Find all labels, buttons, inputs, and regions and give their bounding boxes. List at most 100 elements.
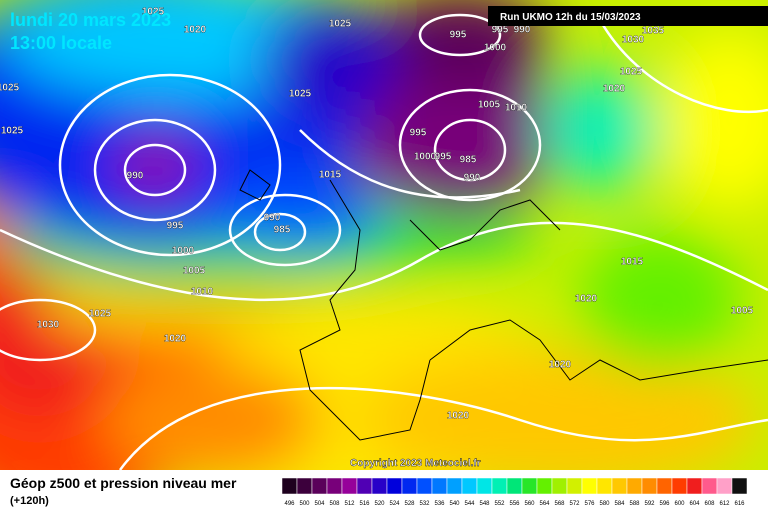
scale-label: 496 [284, 501, 295, 507]
isobar-label: 1030 [37, 320, 60, 331]
scale-label: 540 [449, 501, 460, 507]
forecast-time: 13:00 locale [10, 33, 112, 53]
isobar-label: 1015 [319, 170, 342, 181]
scale-swatch [431, 477, 448, 495]
scale-label: 520 [374, 501, 385, 507]
isobar-label: 1030 [622, 35, 645, 46]
scale-swatch [656, 477, 673, 495]
scale-label: 500 [299, 501, 310, 507]
isobar-label: 1020 [164, 334, 187, 345]
scale-swatch [371, 477, 388, 495]
scale-swatch [491, 477, 508, 495]
scale-swatch [581, 477, 598, 495]
isobar-label: 990 [127, 171, 144, 182]
isobar-label: 1025 [1, 126, 24, 137]
scale-swatch [596, 477, 613, 495]
isobar-label: 995 [435, 152, 452, 163]
scale-label: 528 [404, 501, 415, 507]
scale-swatch [551, 477, 568, 495]
scale-swatch [476, 477, 493, 495]
isobar-label: 1025 [89, 309, 112, 320]
isobar-label: 1015 [621, 257, 644, 268]
isobar-label: 1025 [289, 89, 312, 100]
scale-swatch [326, 477, 343, 495]
scale-label: 580 [599, 501, 610, 507]
scale-label: 588 [629, 501, 640, 507]
scale-label: 560 [524, 501, 535, 507]
scale-label: 512 [344, 501, 355, 507]
isobar-label: 1025 [620, 67, 643, 78]
scale-swatch [641, 477, 658, 495]
scale-swatch [611, 477, 628, 495]
scale-label: 536 [434, 501, 445, 507]
isobar-label: 1000 [172, 246, 195, 257]
scale-label: 504 [314, 501, 325, 507]
footer-title: Géop z500 et pression niveau mer [10, 475, 237, 491]
scale-swatch [401, 477, 418, 495]
footer-lead: (+120h) [10, 495, 49, 507]
isobar-label: 1025 [142, 7, 165, 18]
isobar-label: 1020 [575, 294, 598, 305]
scale-swatch [626, 477, 643, 495]
isobar-label: 1020 [447, 411, 470, 422]
scale-swatch [536, 477, 553, 495]
scale-swatch [386, 477, 403, 495]
scale-swatch [281, 477, 298, 495]
scale-swatch [296, 477, 313, 495]
isobar-label: 1020 [603, 84, 626, 95]
scale-swatch [416, 477, 433, 495]
isobar-label: 1005 [731, 306, 754, 317]
run-info: Run UKMO 12h du 15/03/2023 [500, 12, 641, 23]
isobar-label: 1005 [183, 266, 206, 277]
isobar-label: 985 [460, 155, 477, 166]
scale-label: 596 [659, 501, 670, 507]
scale-label: 548 [479, 501, 490, 507]
scale-label: 552 [494, 501, 505, 507]
isobar-label: 1000 [414, 152, 437, 163]
scale-label: 516 [359, 501, 370, 507]
scale-label: 532 [419, 501, 430, 507]
scale-swatch [701, 477, 718, 495]
scale-label: 572 [569, 501, 580, 507]
scale-swatch [311, 477, 328, 495]
scale-swatch [731, 477, 748, 495]
scale-swatch [566, 477, 583, 495]
coastlines [239, 169, 768, 441]
scale-swatch [716, 477, 733, 495]
isobar-label: 1020 [184, 25, 207, 36]
scale-swatch [521, 477, 538, 495]
scale-swatch [461, 477, 478, 495]
isobar-label: 1005 [478, 100, 501, 111]
isobar-label: 990 [464, 173, 481, 184]
scale-swatch [341, 477, 358, 495]
isobar-label: 1025 [0, 83, 20, 94]
isobar-label: 1000 [484, 43, 507, 54]
isobar-label: 985 [274, 225, 291, 236]
isobar-label: 990 [514, 25, 531, 36]
scale-label: 604 [689, 501, 700, 507]
isobar-label: 995 [167, 221, 184, 232]
isobar-label: 990 [264, 213, 281, 224]
scale-swatch [506, 477, 523, 495]
isobar-labels: 1025102010259959959901000103010351025102… [0, 6, 754, 422]
scale-label: 564 [539, 501, 550, 507]
scale-label: 592 [644, 501, 655, 507]
isobar-label: 995 [450, 30, 467, 41]
scale-label: 508 [329, 501, 340, 507]
scale-label: 576 [584, 501, 595, 507]
isobar-label: 1035 [642, 26, 665, 37]
scale-label: 608 [704, 501, 715, 507]
isobars [0, 13, 768, 470]
isobar-label: 1020 [549, 360, 572, 371]
scale-swatch [446, 477, 463, 495]
scale-label: 612 [719, 501, 730, 507]
isobar-label: 995 [410, 128, 427, 139]
run-box [488, 6, 768, 26]
scale-label: 524 [389, 501, 400, 507]
isobar-label: 1010 [505, 103, 528, 114]
scale-swatch [686, 477, 703, 495]
scale-swatch [671, 477, 688, 495]
